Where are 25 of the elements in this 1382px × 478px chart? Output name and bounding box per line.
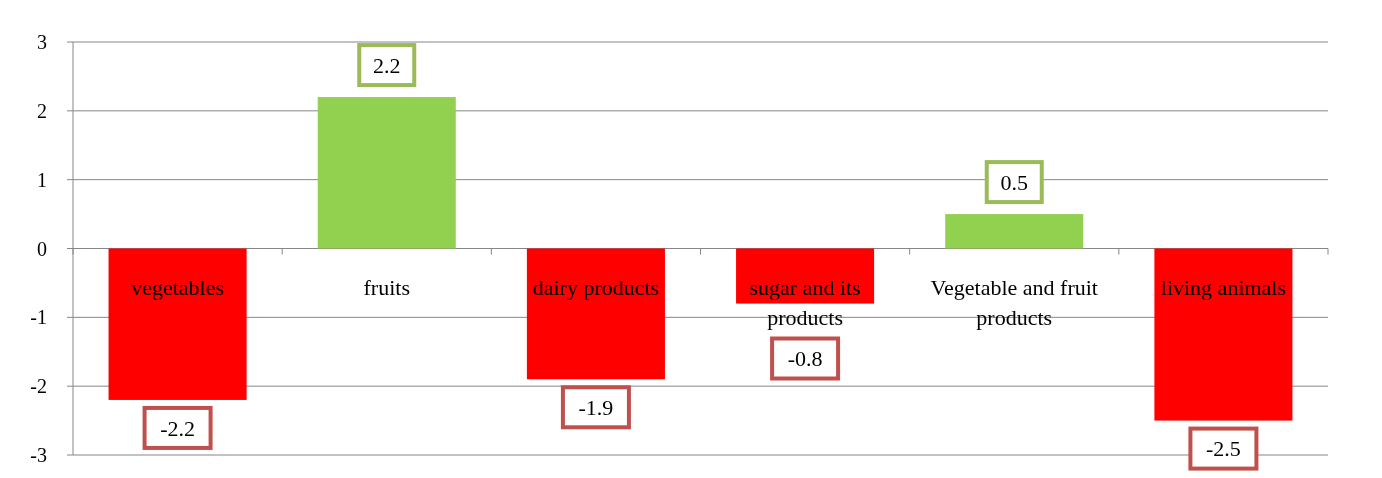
- data-label: -1.9: [578, 394, 614, 420]
- x-tick-label: sugar and its products: [749, 274, 861, 330]
- y-tick-label: -1: [30, 306, 47, 329]
- x-tick-label: living animals: [1160, 274, 1287, 300]
- data-label: 0.5: [1000, 169, 1028, 195]
- bar: [736, 248, 875, 304]
- bar: [1154, 248, 1293, 421]
- y-tick-label: -3: [30, 444, 47, 466]
- bar: [317, 97, 456, 249]
- y-tick-label: 3: [37, 31, 47, 53]
- data-label: -2.5: [1206, 436, 1241, 462]
- x-tick-label: dairy products: [532, 274, 660, 300]
- y-tick-label: -2: [30, 375, 47, 398]
- bar: [526, 248, 665, 380]
- x-tick-label: fruits: [363, 274, 410, 300]
- data-label: -2.2: [160, 415, 195, 441]
- x-tick-label: vegetables: [131, 274, 225, 300]
- x-tick-label: Vegetable and fruit products: [930, 274, 1098, 330]
- data-label: -0.8: [787, 346, 823, 372]
- bar: [945, 214, 1084, 249]
- y-tick-label: 1: [37, 168, 47, 191]
- data-label: 2.2: [373, 52, 401, 78]
- y-tick-label: 0: [37, 237, 47, 260]
- y-tick-label: 2: [37, 99, 47, 122]
- bar: [108, 248, 247, 400]
